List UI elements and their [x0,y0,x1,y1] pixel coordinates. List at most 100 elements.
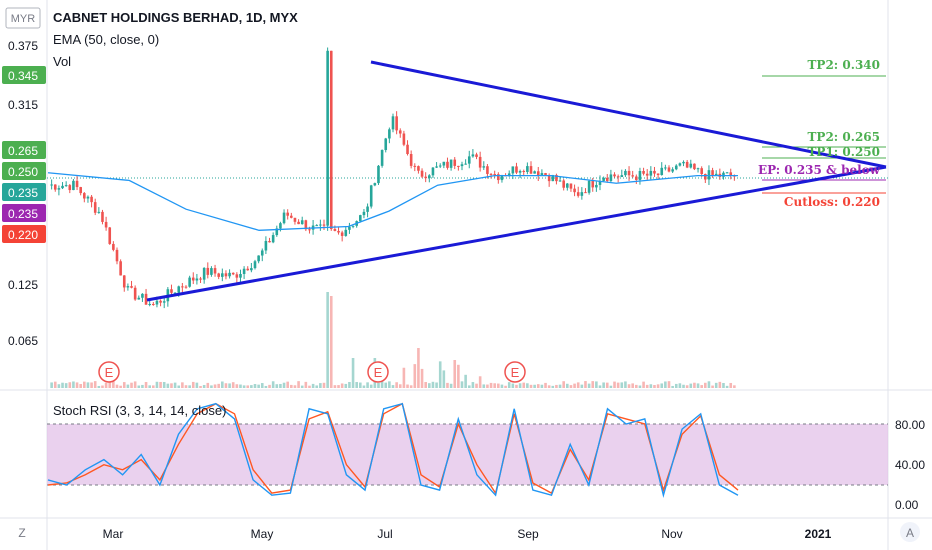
candle-body [177,286,181,293]
volume-bar [576,382,580,388]
price-tick: 0.065 [8,334,38,348]
auto-scale-button-bg[interactable] [900,522,920,542]
volume-legend[interactable]: Vol [53,54,71,69]
candle-body [507,173,511,176]
symbol-title[interactable]: CABNET HOLDINGS BERHAD, 1D, MYX [53,10,298,25]
candle-body [199,278,202,280]
annotation-tp2[interactable]: TP2: 0.265 [808,130,881,144]
volume-bar [224,383,228,388]
resistance-trendline[interactable] [370,60,887,169]
candle-body [101,211,104,222]
candle-body [638,171,642,180]
volume-bar [250,385,253,388]
volume-bar [221,381,224,388]
candle-body [413,165,417,167]
candle-body [725,172,729,174]
volume-bar [627,384,631,388]
volume-bar [457,364,460,388]
candle-body [351,225,355,227]
candles [50,47,736,309]
candle-body [64,185,68,187]
candle-body [315,225,319,227]
annotation-tp1[interactable]: TP1: 0.250 [808,145,881,159]
price-tag: 0.235 [2,183,46,201]
volume-bar [337,385,340,388]
volume-bar [540,384,544,388]
volume-bar [413,364,417,388]
candle-body [431,167,435,176]
candle-body [282,212,286,224]
candle-body [173,292,177,294]
candle-body [696,168,700,170]
volume-bar [624,381,627,388]
candle-body [260,250,264,256]
candle-body [511,166,515,174]
volume-bar [558,384,562,388]
price-tag-label: 0.265 [8,144,38,158]
volume-bar [380,381,384,388]
candle-body [242,268,246,274]
candle-body [162,301,166,303]
currency-badge[interactable] [5,7,41,29]
volume-bar [152,385,155,388]
candle-body [529,166,533,174]
candle-body [53,184,57,190]
volume-bar [493,383,496,388]
volume-bar [729,382,733,388]
ema-legend[interactable]: EMA (50, close, 0) [53,32,159,47]
candle-body [482,166,486,168]
candle-body [635,176,638,180]
volume-bar [526,383,529,388]
annotation-entry[interactable]: EP: 0.235 & below [758,163,881,177]
volume-bar [497,383,500,388]
candle-body [90,196,93,203]
volume-bar [333,385,337,388]
volume-bar [656,384,660,388]
volume-bar [170,383,173,388]
price-tag-label: 0.345 [8,69,38,83]
zoom-button[interactable]: Z [18,526,25,540]
volume-bar [707,381,711,388]
time-tick: Jul [377,527,392,541]
candle-body [206,267,210,275]
earnings-marker[interactable]: E [367,361,389,383]
volume-bar [166,383,170,388]
volume-bar [72,381,75,388]
candle-body [475,154,478,157]
annotation-cutloss[interactable]: Cutloss: 0.220 [784,195,880,209]
annotation-tp2-high[interactable]: TP2: 0.340 [808,58,881,72]
volume-bar [428,383,431,388]
candle-body [497,174,500,181]
volume-bar [693,382,696,388]
price-tag-label: 0.250 [8,165,38,179]
volume-bar [199,385,202,388]
volume-bar [580,384,584,388]
earnings-marker[interactable]: E [504,361,526,383]
candle-body [471,154,475,157]
stoch-legend[interactable]: Stoch RSI (3, 3, 14, 14, close) [53,403,226,418]
volume-bar [613,381,616,388]
candle-body [729,172,733,176]
stoch-tick: 0.00 [895,498,919,512]
volume-bar [595,381,598,388]
earnings-marker[interactable]: E [98,361,120,383]
candle-body [304,220,308,230]
earnings-marker-circle [98,361,120,383]
candle-body [536,171,540,176]
volume-bar [282,382,286,388]
volume-bar [366,382,369,388]
earnings-marker-label: E [511,365,520,380]
volume-bar [500,384,504,388]
time-tick: 2021 [805,527,832,541]
volume-bar [246,385,250,388]
volume-bar [667,381,671,388]
candle-body [152,303,155,305]
earnings-marker-label: E [374,365,383,380]
volume-bar [130,382,133,388]
auto-scale-button[interactable]: A [906,526,914,540]
volume-bar [141,384,144,388]
volume-bar [304,381,308,388]
candle-body [649,170,653,176]
support-trendline[interactable] [146,165,887,302]
